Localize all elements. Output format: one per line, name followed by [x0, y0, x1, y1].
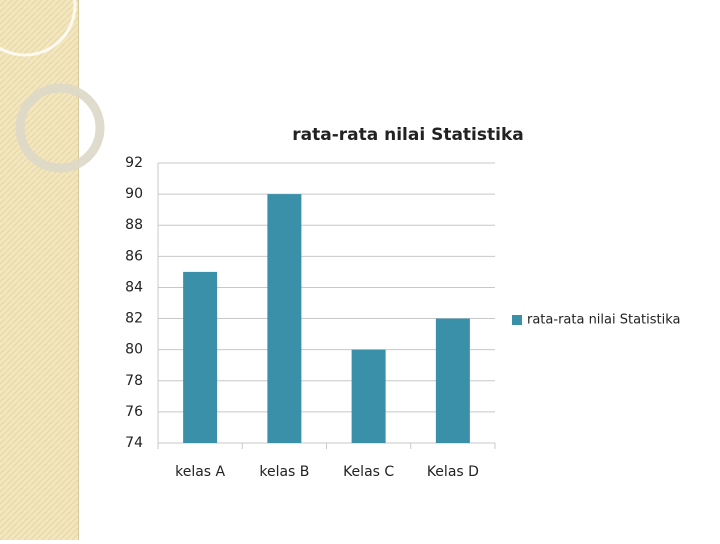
y-tick-label: 84 — [125, 279, 143, 295]
legend-swatch — [512, 315, 522, 325]
y-tick-label: 90 — [125, 186, 143, 202]
y-tick-label: 86 — [125, 248, 143, 264]
y-tick-label: 76 — [125, 404, 143, 420]
y-tick-label: 82 — [125, 311, 143, 327]
bar — [435, 318, 470, 443]
y-tick-label: 92 — [125, 155, 143, 171]
x-tick-label: kelas A — [175, 464, 225, 480]
decor-circle — [0, 0, 77, 57]
legend-label: rata-rata nilai Statistika — [527, 313, 681, 328]
bar — [351, 349, 386, 443]
bar — [267, 194, 302, 443]
side-strip — [0, 0, 78, 540]
bar — [183, 271, 218, 443]
x-tick-label: Kelas D — [427, 464, 479, 480]
x-tick-label: kelas B — [259, 464, 309, 480]
y-tick-label: 78 — [125, 373, 143, 389]
x-tick-label: Kelas C — [343, 464, 394, 480]
chart-title: rata-rata nilai Statistika — [292, 125, 524, 145]
decor-ring — [15, 83, 105, 173]
y-tick-label: 88 — [125, 217, 143, 233]
y-tick-label: 74 — [125, 435, 143, 451]
y-tick-label: 80 — [125, 342, 143, 358]
